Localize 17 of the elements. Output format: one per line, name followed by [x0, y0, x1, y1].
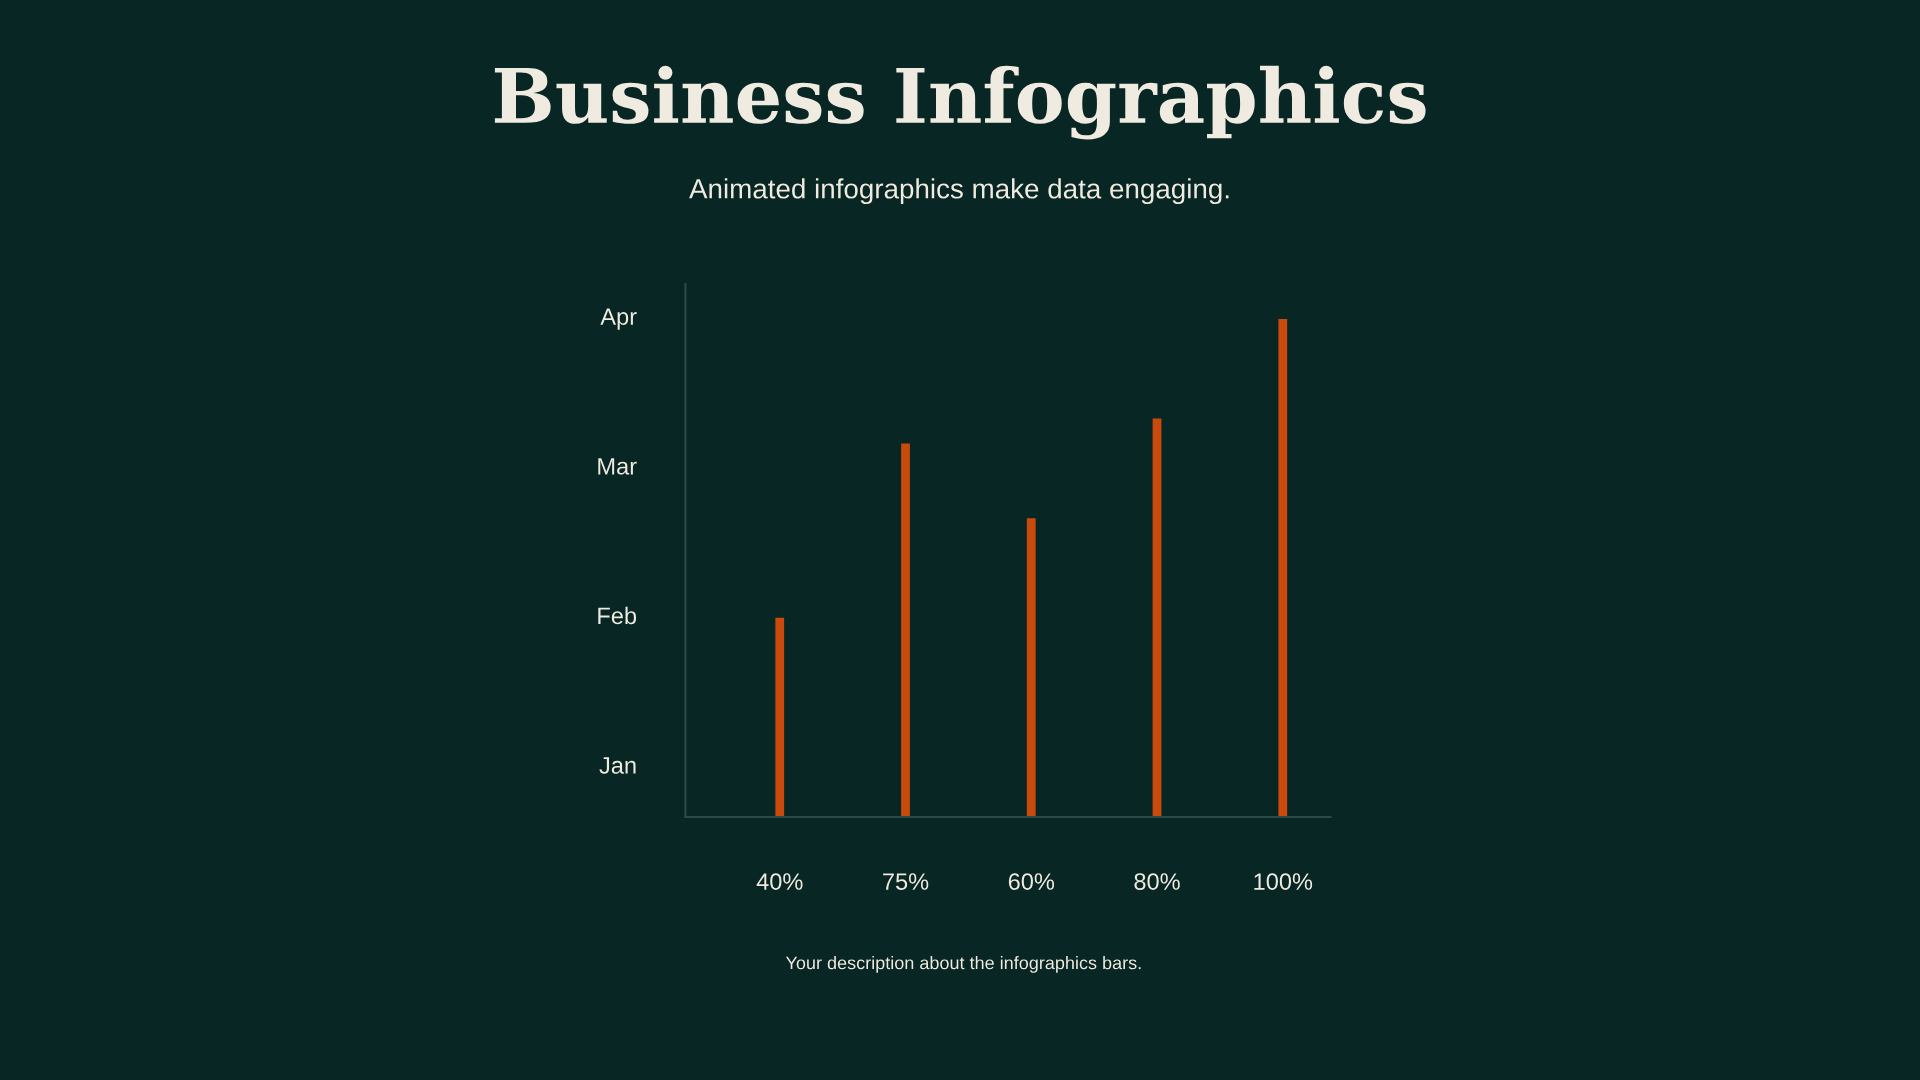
x-tick-label: 75%: [883, 873, 929, 890]
chart-title: Business Infographics: [494, 65, 1426, 140]
text: Your description about the infographics bars.: [785, 956, 1141, 973]
chart-subtitle: Animated infographics make data engaging.: [689, 178, 1229, 205]
text: Jan: [599, 757, 636, 774]
text: Apr: [600, 308, 637, 330]
x-tick-label: 40%: [756, 873, 803, 890]
x-tick-label: 80%: [1134, 873, 1180, 890]
bar: [901, 443, 910, 818]
bar: [775, 617, 785, 818]
text: Feb: [598, 606, 637, 625]
bar: [1026, 518, 1036, 818]
text: Mar: [598, 458, 637, 475]
bar: [1278, 318, 1288, 818]
bar: [1152, 418, 1162, 818]
x-tick-label: 100%: [1254, 873, 1313, 890]
x-tick-label: 60%: [1008, 873, 1055, 890]
